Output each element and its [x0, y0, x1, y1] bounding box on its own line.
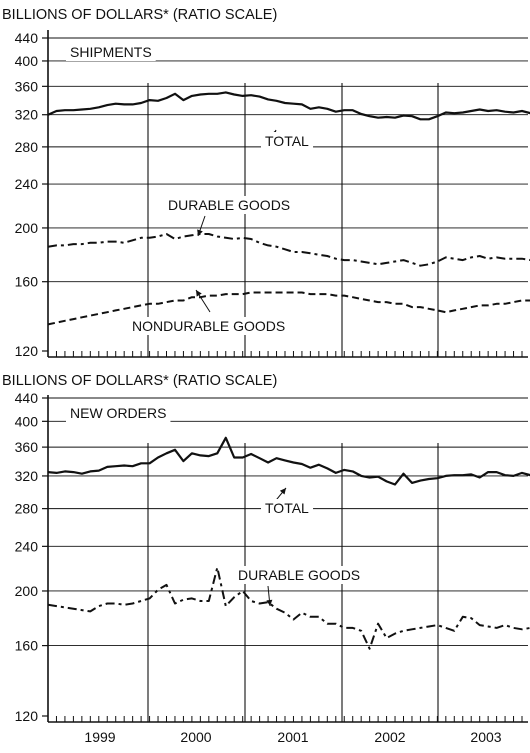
y-tick-label: 160	[15, 638, 39, 654]
label-background	[128, 317, 290, 335]
x-year-label: 2003	[470, 729, 501, 745]
y-tick-label: 440	[15, 30, 39, 46]
series-line-total	[47, 91, 530, 121]
label-background	[261, 499, 314, 517]
series-line-nondurable-goods	[47, 291, 530, 326]
chart-panel-2	[42, 395, 530, 723]
y-tick-label: 200	[15, 220, 39, 236]
label-background	[261, 132, 314, 150]
y-tick-label: 280	[15, 501, 39, 517]
label-arrowhead	[197, 229, 203, 236]
series-label: DURABLE GOODS	[238, 567, 360, 583]
chart-header: BILLIONS OF DOLLARS* (RATIO SCALE)	[2, 7, 277, 23]
label-background	[66, 404, 171, 422]
panel-title: SHIPMENTS	[70, 44, 152, 60]
y-tick-label: 240	[15, 538, 39, 554]
series-line-total	[47, 436, 530, 486]
series-label: TOTAL	[265, 500, 309, 516]
series-line-durable-goods	[47, 566, 530, 650]
panel-title: NEW ORDERS	[70, 405, 166, 421]
label-background	[66, 43, 156, 61]
y-tick-label: 160	[15, 274, 39, 290]
series-line-durable-goods	[47, 233, 530, 267]
x-year-label: 2001	[277, 729, 308, 745]
x-year-label: 2002	[374, 729, 405, 745]
label-arrowhead	[196, 290, 202, 297]
x-year-label: 2000	[180, 729, 211, 745]
label-background	[164, 196, 295, 214]
y-tick-label: 120	[15, 343, 39, 359]
y-tick-label: 120	[15, 708, 39, 724]
label-background	[234, 566, 365, 584]
y-tick-label: 280	[15, 139, 39, 155]
chart-header: BILLIONS OF DOLLARS* (RATIO SCALE)	[2, 373, 277, 389]
x-year-label: 1999	[84, 729, 115, 745]
y-tick-label: 360	[15, 78, 39, 94]
y-tick-label: 320	[15, 468, 39, 484]
y-tick-label: 240	[15, 176, 39, 192]
label-arrowhead	[279, 488, 286, 495]
y-tick-label: 400	[15, 413, 39, 429]
y-tick-label: 320	[15, 107, 39, 123]
y-tick-label: 440	[15, 390, 39, 406]
series-label: DURABLE GOODS	[168, 197, 290, 213]
series-label: NONDURABLE GOODS	[132, 318, 285, 334]
y-tick-label: 200	[15, 583, 39, 599]
label-arrowhead	[266, 599, 273, 606]
y-tick-label: 400	[15, 53, 39, 69]
series-label: TOTAL	[265, 133, 309, 149]
chart-panel-1	[42, 30, 530, 358]
y-tick-label: 360	[15, 439, 39, 455]
